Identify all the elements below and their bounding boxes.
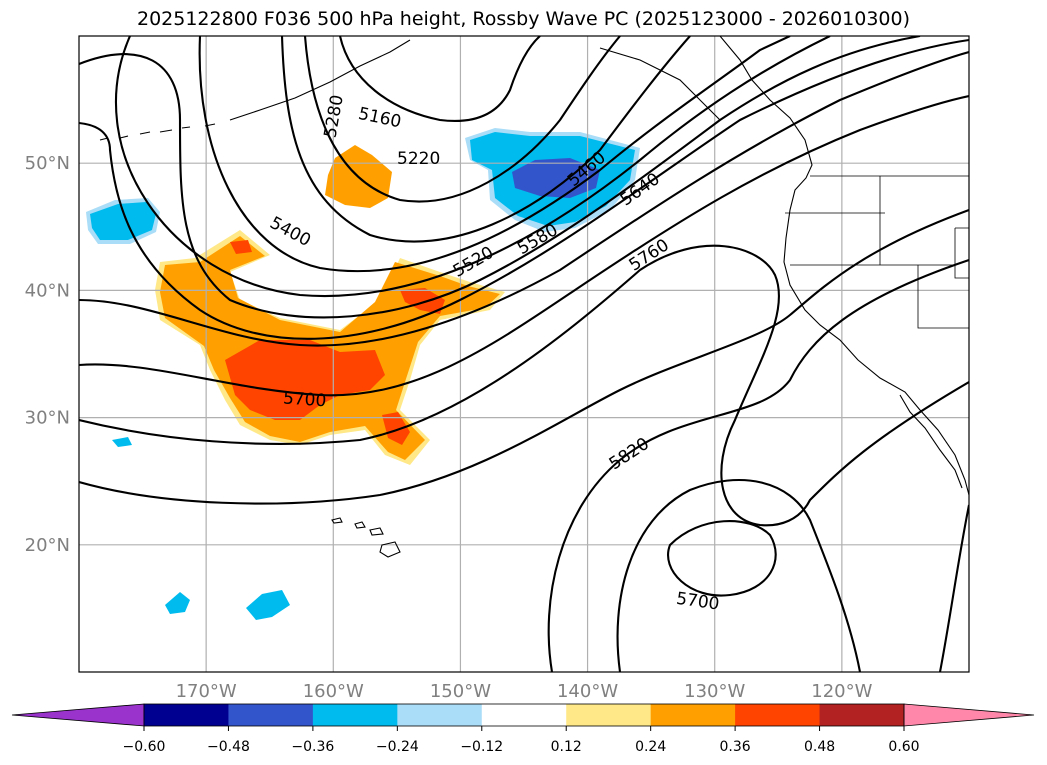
- contour-5700: [79, 94, 969, 397]
- contour-5280: [280, 36, 691, 243]
- negative-anomaly-south-1: [165, 592, 190, 614]
- latitude-tick-label: 30°N: [25, 408, 70, 429]
- north-america-coast: [719, 36, 969, 496]
- colorbar-tick-label: 0.24: [635, 739, 666, 755]
- longitude-tick-label: 170°W: [176, 681, 237, 702]
- positive-anomaly-red-east: [400, 288, 445, 314]
- anomaly-shading: [86, 128, 640, 620]
- map-title: 2025122800 F036 500 hPa height, Rossby W…: [136, 8, 911, 30]
- negative-anomaly-west-cyan: [90, 202, 156, 240]
- colorbar-segment: [735, 704, 821, 726]
- colorbar-tick-label: −0.24: [376, 739, 419, 755]
- colorbar-tick-label: 0.48: [804, 739, 835, 755]
- colorbar-segment: [481, 704, 567, 726]
- colorbar-segment: [144, 704, 229, 726]
- colorbar-segment: [650, 704, 736, 726]
- coastlines: [99, 36, 969, 558]
- map-frame: [78, 35, 970, 673]
- colorbar-tick-label: 0.36: [720, 739, 751, 755]
- latitude-tick-label: 20°N: [25, 535, 70, 556]
- positive-anomaly-red-nw: [230, 240, 252, 254]
- contour-5640: [79, 50, 969, 347]
- colorbar-frame: [143, 703, 905, 727]
- longitude-tick-label: 140°W: [557, 681, 618, 702]
- colorbar-extend-min: [11, 703, 145, 727]
- colorbar-tick-label: −0.48: [207, 739, 250, 755]
- colorbar-tick-label: 0.60: [888, 739, 919, 755]
- latitude-tick-label: 40°N: [25, 280, 70, 301]
- contour-5460: [114, 36, 831, 297]
- colorbar-segment: [312, 704, 398, 726]
- latitude-tick-label: 50°N: [25, 153, 70, 174]
- contour-5160: [338, 36, 541, 122]
- contour-label: 5700: [675, 589, 721, 615]
- colorbar: −0.60 −0.48 −0.36 −0.24 −0.12 0.12 0.24 0.36 0.4…: [11, 703, 1035, 755]
- negative-anomaly-small: [112, 437, 132, 447]
- height-contours: [79, 36, 969, 672]
- contour-label: 5820: [606, 434, 653, 474]
- positive-anomaly-red-main: [225, 340, 385, 420]
- contour-5520: [79, 36, 921, 319]
- contour-label: 5700: [282, 388, 327, 411]
- colorbar-segment: [566, 704, 652, 726]
- colorbar-segment: [819, 704, 905, 726]
- longitude-tick-label: 160°W: [303, 681, 364, 702]
- contour-label: 5820: [966, 556, 990, 601]
- negative-anomaly-south-2: [246, 590, 290, 620]
- latitude-labels: 50°N 40°N 30°N 20°N: [25, 153, 70, 556]
- colorbar-tick-label: 0.12: [551, 739, 582, 755]
- colorbar-segment: [397, 704, 483, 726]
- aleutians: [99, 123, 216, 141]
- contour-5820-east: [938, 504, 969, 672]
- longitude-labels: 170°W 160°W 150°W 140°W 130°W 120°W: [176, 681, 873, 702]
- map-area: 5160 5220 5280 5400 5460 5520 5580 5640 …: [79, 36, 990, 672]
- baja-coast: [899, 394, 963, 489]
- contour-5820: [79, 209, 969, 505]
- colorbar-segment: [228, 704, 314, 726]
- contour-5760: [79, 244, 969, 527]
- colorbar-tick-label: −0.12: [460, 739, 503, 755]
- contour-5580: [79, 38, 969, 340]
- colorbar-extend-max: [903, 703, 1035, 727]
- graticule: [79, 36, 969, 672]
- contour-5820-south: [547, 259, 969, 672]
- contour-label: 5160: [356, 104, 402, 133]
- contour-5220: [303, 36, 621, 203]
- contour-5400: [198, 36, 791, 273]
- us-borders: [785, 175, 969, 329]
- contour-label: 5280: [321, 93, 348, 139]
- contour-label: 5220: [397, 149, 440, 169]
- longitude-tick-label: 130°W: [684, 681, 745, 702]
- alaska-coast: [229, 39, 721, 121]
- contour-5700-low: [667, 520, 777, 597]
- longitude-tick-label: 120°W: [811, 681, 872, 702]
- positive-anomaly-red-small: [382, 412, 410, 445]
- colorbar-tick-label: −0.36: [291, 739, 334, 755]
- colorbar-tick-label: −0.60: [123, 739, 166, 755]
- contour-outer-trough: [616, 479, 862, 672]
- hawaii-islands: [331, 517, 401, 558]
- negative-anomaly-ne-blue: [512, 158, 600, 198]
- longitude-tick-label: 150°W: [430, 681, 491, 702]
